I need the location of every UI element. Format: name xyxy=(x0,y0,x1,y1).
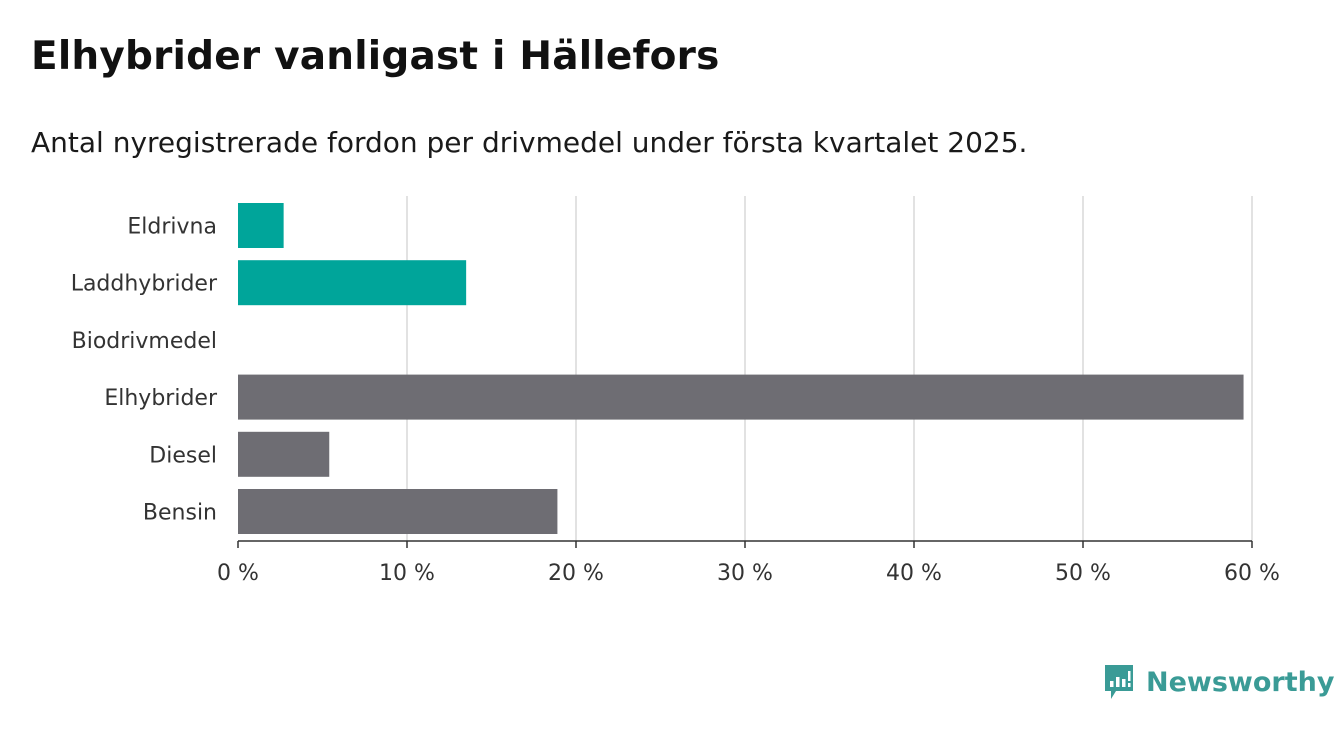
chart-subtitle: Antal nyregistrerade fordon per drivmede… xyxy=(31,126,1028,159)
x-tick-label: 60 % xyxy=(1224,561,1280,586)
category-label: Laddhybrider xyxy=(71,272,218,297)
x-tick-label: 10 % xyxy=(379,561,435,586)
category-label: Eldrivna xyxy=(127,215,217,240)
x-tick-label: 0 % xyxy=(217,561,259,586)
category-labels: Eldrivna Laddhybrider Biodrivmedel Elhybrid… xyxy=(71,215,218,526)
bar-chart-logo-icon xyxy=(1105,665,1133,699)
x-tick-label: 40 % xyxy=(886,561,942,586)
bar-eldrivna xyxy=(238,203,284,248)
gridlines xyxy=(406,196,1253,541)
category-label: Biodrivmedel xyxy=(72,329,217,354)
category-label: Elhybrider xyxy=(104,386,218,411)
bar-laddhybrider xyxy=(238,260,467,306)
category-label: Bensin xyxy=(143,501,217,526)
x-tick-label: 30 % xyxy=(717,561,773,586)
bars xyxy=(238,203,1244,534)
chart-title: Elhybrider vanligast i Hällefors xyxy=(31,34,720,79)
bar-elhybrider xyxy=(238,374,1244,420)
category-label: Diesel xyxy=(149,443,217,468)
brand-name: Newsworthy xyxy=(1146,666,1335,698)
x-tick-label: 20 % xyxy=(548,561,604,586)
bar-diesel xyxy=(238,431,330,477)
newsworthy-logo: Newsworthy xyxy=(1102,662,1334,702)
bar-bensin xyxy=(238,489,558,534)
x-tick-label: 50 % xyxy=(1055,561,1111,586)
x-axis: 0 % 10 % 20 % 30 % 40 % 50 % 60 % xyxy=(217,540,1280,586)
